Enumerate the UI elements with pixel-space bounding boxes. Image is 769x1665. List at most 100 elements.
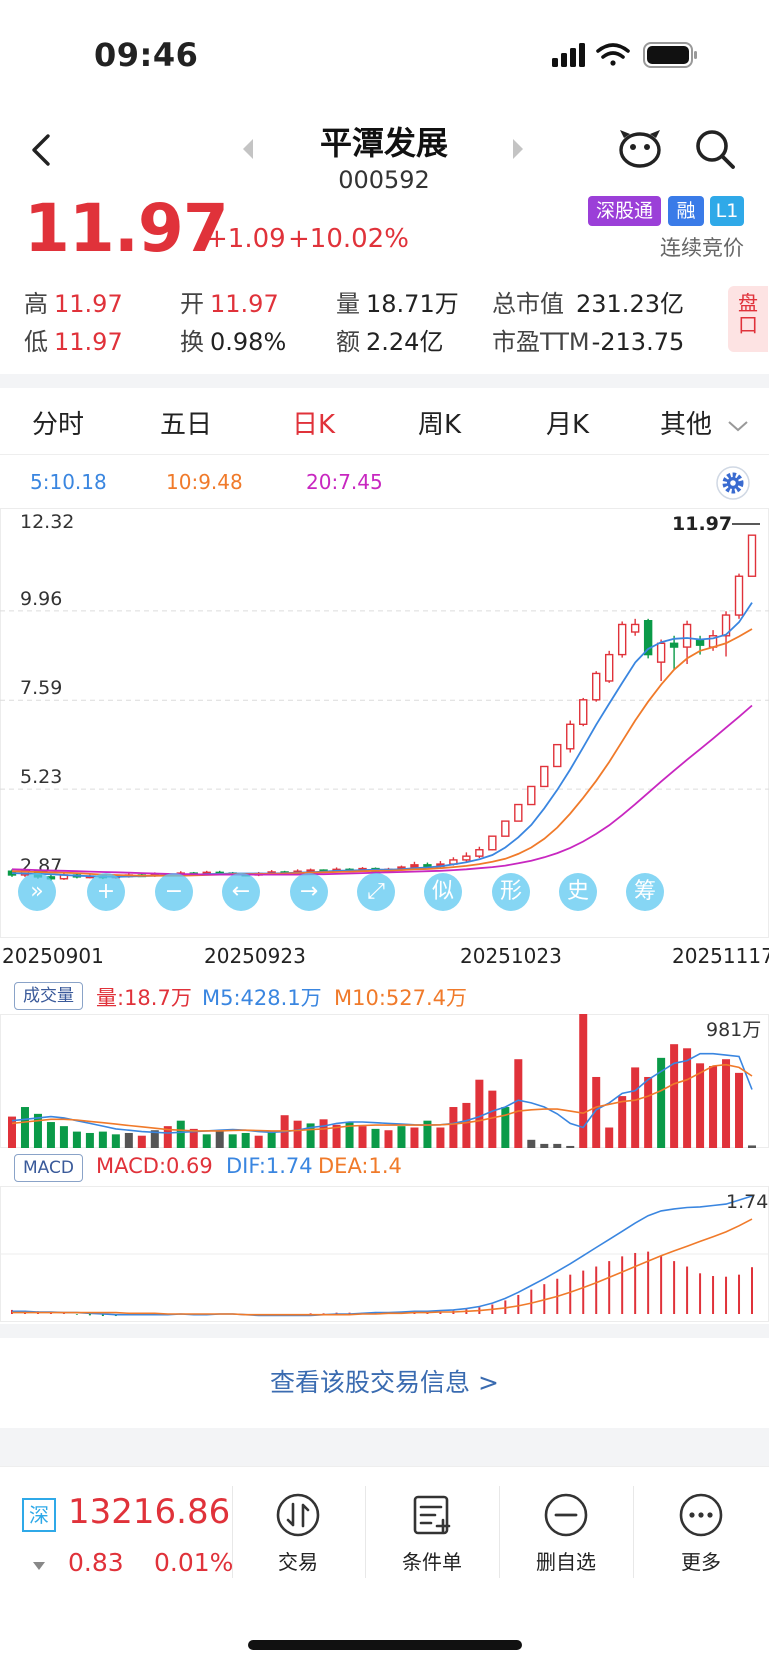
tab-intraday[interactable]: 分时 [32, 410, 85, 440]
auction-status: 连续竞价 [660, 236, 744, 260]
search-icon[interactable] [692, 126, 738, 172]
volume-bar [722, 1059, 731, 1148]
volume-bar [683, 1048, 692, 1148]
volume-bar [358, 1126, 367, 1148]
condition-order-button[interactable]: 条件单 [382, 1492, 482, 1575]
volume-value: 量:18.7万 [96, 986, 192, 1010]
ma20-label: 20:7.45 [306, 470, 383, 494]
tab-monthly-k[interactable]: 月K [546, 410, 590, 440]
candle-body [527, 785, 536, 806]
date-tick: 20251023 [460, 944, 562, 968]
price-change-pct: +10.02% [288, 224, 409, 254]
badge-margin[interactable]: 融 [668, 196, 704, 226]
candle-body [514, 803, 523, 822]
volume-bar [111, 1134, 120, 1148]
macd-top-label: 1.74 [726, 1191, 768, 1213]
macd-value: MACD:0.69 [96, 1154, 213, 1178]
toolbar-right-button[interactable]: → [290, 873, 328, 911]
macd-dea_line [12, 1218, 753, 1316]
mascot-icon[interactable] [616, 126, 664, 170]
tab-other[interactable]: 其他 [660, 404, 750, 441]
volume-bar [33, 1113, 42, 1148]
macd-indicator-label[interactable]: MACD [14, 1154, 83, 1182]
section-divider [0, 1324, 769, 1338]
tab-daily-k[interactable]: 日K [292, 410, 336, 440]
volume-max-label: 981万 [706, 1019, 761, 1041]
pankou-button[interactable]: 盘口 [728, 286, 768, 352]
prev-stock-icon[interactable] [240, 136, 256, 162]
candle-body [592, 672, 601, 701]
volume-bar [514, 1059, 523, 1148]
stat-pe-ttm: 市盈TTM-213.75 [492, 328, 685, 356]
toolbar-zoom-in-button[interactable]: + [87, 873, 125, 911]
tab-five-day[interactable]: 五日 [160, 410, 213, 440]
more-button[interactable]: 更多 [651, 1492, 751, 1575]
status-icons [552, 40, 712, 70]
next-stock-icon[interactable] [510, 136, 526, 162]
candle-body [501, 820, 510, 837]
volume-bar [293, 1120, 302, 1148]
candle-body [617, 623, 627, 656]
index-value[interactable]: 13216.86 [68, 1492, 231, 1532]
volume-bar [592, 1076, 601, 1148]
trade-button[interactable]: 交易 [248, 1492, 348, 1575]
pankou-label: 盘口 [738, 291, 758, 337]
toolbar-pattern-button[interactable]: 形 [492, 873, 530, 911]
more-label: 更多 [681, 1550, 721, 1574]
date-tick: 20250923 [204, 944, 306, 968]
volume-chart[interactable]: 981万 [0, 1014, 769, 1148]
toolbar-history-button[interactable]: 史 [559, 873, 597, 911]
volume-bar [85, 1132, 94, 1148]
remove-watchlist-button[interactable]: 删自选 [516, 1492, 616, 1575]
battery-icon [643, 42, 697, 68]
volume-bar [449, 1107, 458, 1148]
index-badge[interactable]: 深 [22, 1498, 56, 1532]
tab-weekly-k[interactable]: 周K [418, 410, 462, 440]
last-price-label: 11.97 [672, 513, 732, 535]
home-indicator [248, 1640, 522, 1650]
condition-order-icon [413, 1495, 451, 1535]
volume-bar [124, 1132, 133, 1148]
dif-value: DIF:1.74 [226, 1154, 313, 1178]
index-change-pct: 0.01% [154, 1548, 234, 1577]
volume-bar [98, 1131, 107, 1148]
ma5-label: 5:10.18 [30, 470, 107, 494]
candle-body [734, 575, 744, 616]
toolbar-fullscreen-button[interactable]: ⤢ [357, 873, 395, 911]
dea-value: DEA:1.4 [318, 1154, 402, 1178]
volume-bar [618, 1096, 627, 1148]
divider [232, 1486, 233, 1578]
badge-level1[interactable]: L1 [710, 196, 744, 226]
toolbar-left-button[interactable]: ← [222, 873, 260, 911]
section-divider [0, 374, 769, 388]
volume-indicator-label[interactable]: 成交量 [14, 982, 83, 1010]
badge-shenguto[interactable]: 深股通 [588, 196, 661, 226]
trade-info-link[interactable]: 查看该股交易信息 > [0, 1338, 769, 1428]
volume-bar [332, 1124, 341, 1148]
volume-bar [163, 1126, 172, 1148]
more-icon [679, 1493, 723, 1537]
volume-m5_line [11, 1052, 753, 1134]
back-icon[interactable] [24, 128, 60, 172]
volume-bar [436, 1127, 445, 1148]
volume-bar [709, 1066, 718, 1148]
volume-bar [605, 1127, 614, 1148]
volume-bar [631, 1067, 640, 1148]
toolbar-zoom-out-button[interactable]: − [155, 873, 193, 911]
candle-body [656, 642, 666, 663]
candle-body [488, 835, 497, 851]
volume-bar [644, 1076, 653, 1148]
volume-bar [696, 1063, 705, 1148]
gear-icon[interactable] [716, 466, 750, 500]
toolbar-similar-button[interactable]: 似 [424, 873, 462, 911]
bottom-bar [0, 1466, 769, 1596]
volume-bar [540, 1143, 549, 1148]
trade-label: 交易 [278, 1550, 318, 1574]
trade-icon [276, 1493, 320, 1537]
toolbar-chips-button[interactable]: 筹 [626, 873, 664, 911]
volume-bar [527, 1139, 536, 1148]
tab-other-label: 其他 [660, 410, 713, 440]
macd-chart[interactable]: 1.74 [0, 1186, 769, 1322]
toolbar-expand-button[interactable]: » [18, 873, 56, 911]
